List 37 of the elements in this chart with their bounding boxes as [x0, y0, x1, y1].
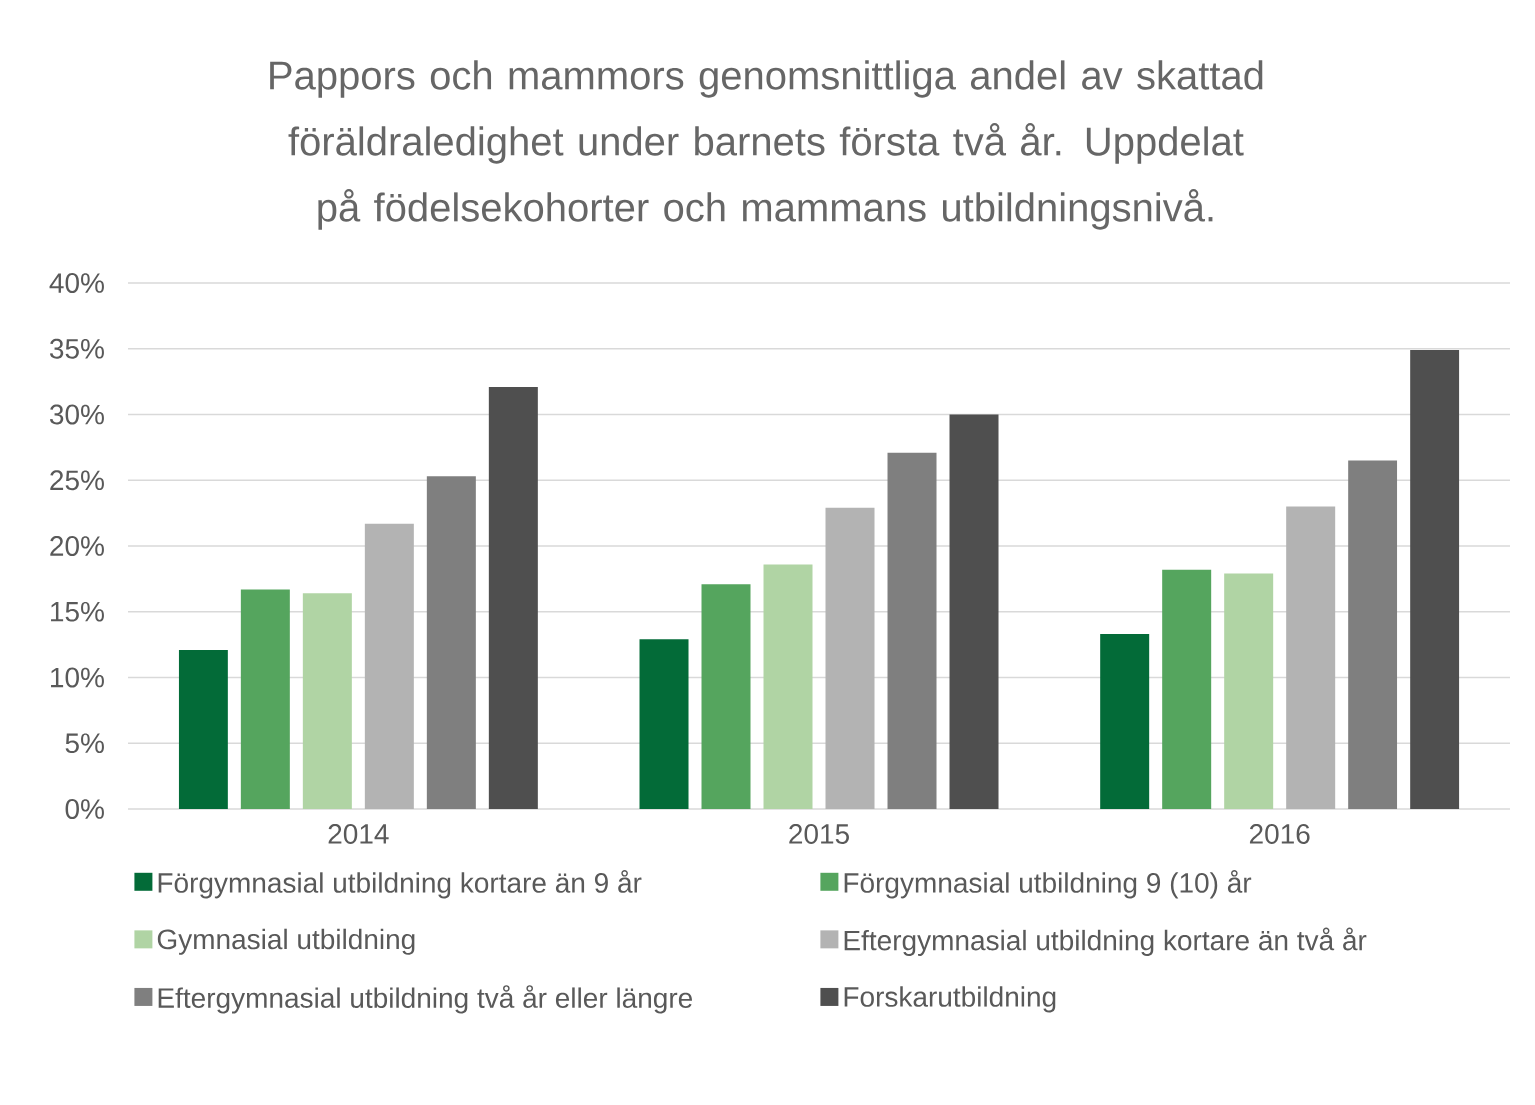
- y-tick-label: 25%: [50, 470, 104, 491]
- bar: [1286, 506, 1336, 809]
- y-tick-label: 15%: [51, 601, 104, 622]
- bar: [1348, 460, 1398, 809]
- x-tick-label: 2015: [789, 824, 849, 844]
- bar: [763, 564, 813, 809]
- bar: [887, 452, 937, 809]
- bar: [1162, 569, 1212, 809]
- bar: [639, 639, 689, 809]
- x-tick-label: 2016: [1249, 824, 1310, 844]
- legend-label: Förgymnasial utbildning 9 (10) år: [844, 869, 1252, 899]
- chart-title: Pappors och mammors genomsnittliga andel av skattad föräldraledighet under barnets första två år. Uppdelat på födelsekohorter och mammans utbildningsnivå.: [270, 60, 1263, 230]
- bar: [488, 386, 538, 809]
- bar: [1224, 573, 1274, 809]
- legend-label: Gymnasial utbildning: [157, 928, 415, 955]
- legend-label: Forskarutbildning: [844, 986, 1056, 1013]
- bar: [1410, 350, 1460, 809]
- y-tick-label: 35%: [49, 338, 104, 359]
- legend-label: Förgymnasial utbildning kortare än 9 år: [158, 869, 642, 899]
- bar: [426, 476, 476, 809]
- bar: [240, 589, 290, 809]
- y-tick-label: 20%: [50, 536, 104, 556]
- bar: [302, 593, 352, 809]
- y-tick-label: 30%: [49, 404, 104, 425]
- legend-label: Eftergymnasial utbildning kortare än två år: [844, 927, 1367, 956]
- legend-label: Eftergymnasial utbildning två år eller längre: [158, 985, 693, 1014]
- x-tick-label: 2014: [328, 824, 389, 844]
- bar: [1100, 634, 1150, 809]
- y-tick-label: 10%: [51, 667, 104, 688]
- y-tick-label: 40%: [49, 273, 104, 293]
- bar: [949, 414, 999, 809]
- bar: [701, 584, 751, 809]
- bar: [364, 523, 414, 809]
- bar: [178, 649, 228, 809]
- bar: [825, 507, 875, 809]
- y-tick-label: 0%: [65, 799, 104, 819]
- y-tick-label: 5%: [65, 733, 104, 754]
